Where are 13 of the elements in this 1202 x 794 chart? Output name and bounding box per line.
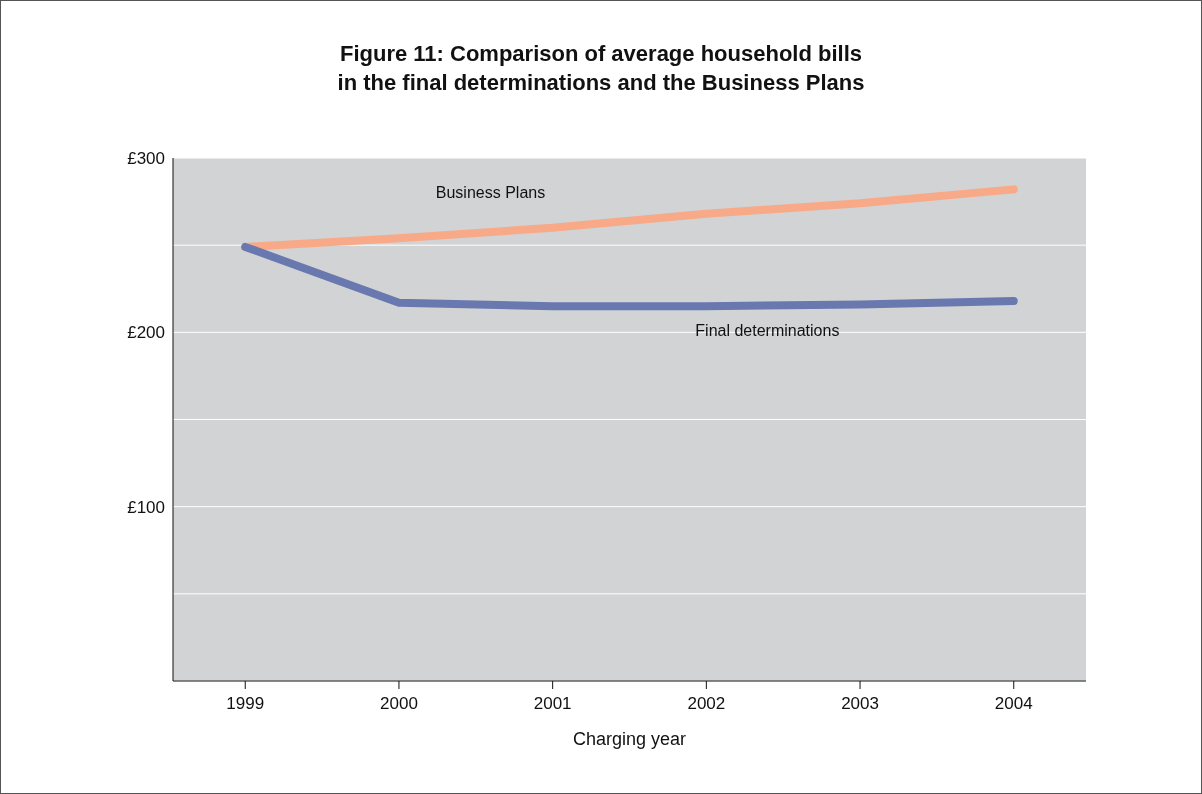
series-label: Final determinations [695, 322, 840, 340]
x-tick-label: 2002 [687, 694, 726, 714]
series-label: Business Plans [435, 184, 546, 202]
x-tick-label: 1999 [226, 694, 265, 714]
y-tick-label: £100 [127, 497, 165, 517]
chart-title: Figure 11: Comparison of average household bills in the final determinations and the Business Plans [336, 40, 866, 97]
x-tick-label: 2003 [841, 694, 879, 714]
y-tick-label: £200 [127, 323, 165, 343]
x-tick-label: 2004 [994, 694, 1033, 714]
x-tick-label: 2001 [533, 694, 572, 714]
x-tick-label: 2000 [380, 694, 418, 714]
y-tick-label: £300 [127, 149, 165, 169]
x-axis-title: Charging year [572, 729, 687, 749]
